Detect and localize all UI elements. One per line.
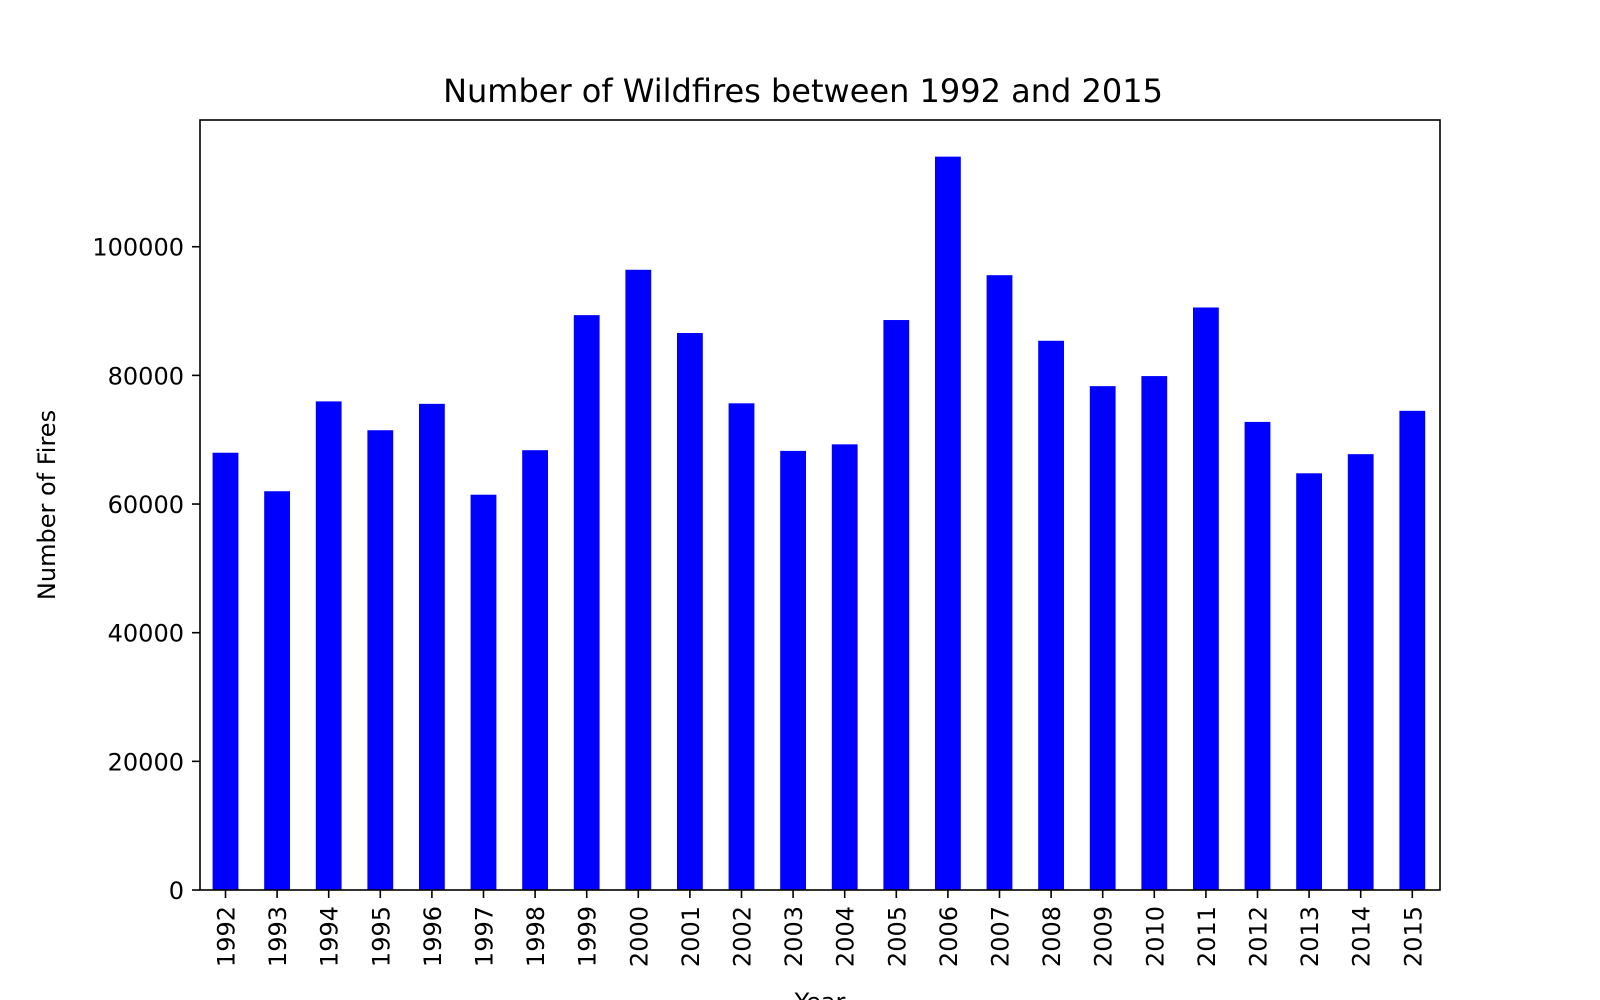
- x-tick-label: 1993: [264, 906, 292, 967]
- y-tick-label: 100000: [92, 234, 184, 262]
- x-tick-label: 2014: [1348, 906, 1376, 967]
- y-tick-label: 80000: [108, 362, 184, 390]
- x-tick-label: 2001: [677, 906, 705, 967]
- bar-2004: [831, 444, 858, 890]
- bar-1998: [522, 450, 548, 890]
- bar-1999: [573, 315, 600, 890]
- bar-1994: [315, 401, 342, 890]
- y-tick-label: 60000: [108, 491, 184, 519]
- x-axis: 1992 1993 1994 1995 1996 1997 1998 1999 2000 2001…: [213, 890, 1427, 967]
- bar-1992: [212, 452, 239, 890]
- bar-1995: [367, 430, 394, 890]
- x-tick-label: 2000: [625, 906, 653, 967]
- bar-2015: [1399, 410, 1426, 890]
- x-tick-label: 2009: [1090, 906, 1118, 967]
- bar-2014: [1347, 454, 1374, 890]
- y-axis: 0 20000 40000 60000 80000 100000: [92, 234, 200, 905]
- bar-2000: [625, 269, 652, 890]
- bar-2011: [1193, 307, 1219, 890]
- y-tick-label: 40000: [108, 620, 184, 648]
- y-tick-label: 20000: [108, 748, 184, 776]
- x-tick-label: 2008: [1038, 906, 1066, 967]
- x-tick-label: 1992: [213, 906, 241, 967]
- x-tick-label: 2007: [987, 906, 1015, 967]
- x-tick-label: 2003: [780, 906, 808, 967]
- bar-2003: [780, 450, 806, 890]
- bars-group: [212, 156, 1426, 891]
- x-tick-label: 1997: [471, 906, 499, 967]
- chart-title: Number of Wildfires between 1992 and 201…: [443, 72, 1163, 110]
- x-tick-label: 2002: [729, 906, 757, 967]
- x-tick-label: 1995: [367, 906, 395, 967]
- bar-1996: [419, 403, 445, 890]
- bar-2010: [1141, 376, 1168, 891]
- x-tick-label: 2006: [935, 906, 963, 967]
- bar-2013: [1296, 473, 1322, 890]
- bar-2007: [986, 275, 1013, 890]
- plot-frame: [199, 119, 1441, 891]
- bar-2012: [1244, 421, 1271, 890]
- x-tick-label: 2004: [832, 906, 860, 967]
- x-tick-label: 1998: [522, 906, 550, 967]
- bar-2006: [935, 156, 961, 890]
- x-tick-label: 2013: [1296, 906, 1324, 967]
- y-axis-label: Number of Fires: [33, 410, 61, 600]
- x-axis-label: Year: [794, 988, 846, 1000]
- x-tick-label: 2012: [1245, 906, 1273, 967]
- x-tick-label: 1996: [419, 906, 447, 967]
- x-tick-label: 2015: [1399, 906, 1427, 967]
- bar-2008: [1038, 340, 1064, 890]
- y-tick-label: 0: [169, 877, 184, 905]
- x-tick-label: 2011: [1193, 906, 1221, 967]
- x-tick-label: 1999: [574, 906, 602, 967]
- bar-1997: [470, 494, 497, 890]
- bar-2009: [1089, 386, 1116, 890]
- x-tick-label: 1994: [316, 906, 344, 967]
- x-tick-label: 2005: [883, 906, 911, 967]
- bar-1993: [264, 491, 290, 890]
- x-tick-label: 2010: [1141, 906, 1169, 967]
- bar-2002: [728, 403, 755, 890]
- bar-2005: [883, 320, 910, 890]
- bar-2001: [677, 333, 703, 890]
